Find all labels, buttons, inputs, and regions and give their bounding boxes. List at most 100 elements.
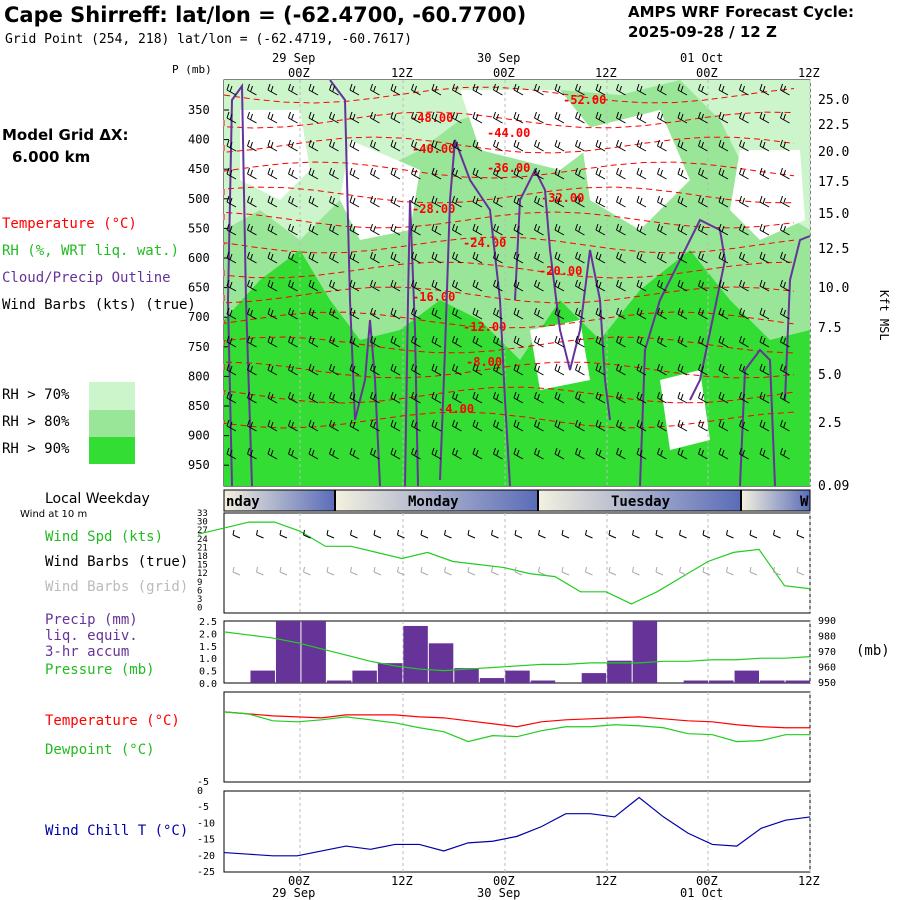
wind-barb	[616, 279, 626, 292]
wind-barb	[431, 363, 442, 376]
pressure-tick-label: 960	[818, 663, 836, 674]
wind-barb	[493, 111, 503, 124]
wind-barb	[493, 447, 503, 460]
wind-barb	[452, 307, 462, 320]
wind-barb	[226, 83, 237, 96]
wind-barb	[698, 167, 708, 180]
wind-barb-true	[773, 529, 781, 539]
wind-barb	[431, 279, 442, 292]
pressure-tick-label: 800	[188, 369, 210, 383]
wind-barb	[595, 251, 606, 264]
wind-barb	[370, 223, 380, 236]
wind-barb	[329, 111, 339, 124]
wind-barb	[780, 139, 790, 152]
wind-barb	[247, 363, 257, 376]
wind-barb	[657, 363, 667, 376]
time-tick-label: 12Z	[798, 66, 820, 80]
wind-barb	[554, 83, 565, 96]
wind-barb	[472, 363, 483, 376]
wind-barb	[431, 139, 442, 152]
wind-barb	[636, 195, 647, 208]
kft-tick-label: 0.09	[818, 479, 849, 494]
precip-bar	[454, 668, 479, 683]
wind-barb	[698, 139, 708, 152]
wind-speed-tick-label: 0	[197, 604, 202, 614]
wind-barb	[247, 251, 257, 264]
wind-barb	[267, 111, 278, 124]
wind-barb	[616, 195, 626, 208]
wind-barb-true	[279, 529, 288, 539]
wind-barb	[349, 167, 360, 180]
wind-barb	[780, 447, 790, 460]
wind-barb	[288, 279, 298, 292]
wind-barb	[288, 447, 298, 460]
date-label-bottom: 30 Sep	[477, 886, 520, 900]
wind-barb	[370, 111, 380, 124]
wind-barb	[329, 139, 339, 152]
wind-barb	[411, 195, 421, 208]
weekday-band	[335, 490, 538, 511]
wind-barb	[698, 111, 708, 124]
wind-barb	[698, 279, 708, 292]
temperature-contour	[223, 161, 795, 179]
wind-barb	[288, 111, 298, 124]
wind-barb	[452, 251, 462, 264]
weekday-label-item: Monday	[408, 494, 459, 510]
wind-barb	[513, 251, 524, 264]
wind-barb	[247, 419, 257, 432]
wind-barb	[739, 279, 749, 292]
wind-barb	[780, 83, 790, 96]
wind-barb	[616, 167, 626, 180]
wind-barb	[595, 167, 606, 180]
wind-barb	[739, 363, 749, 376]
wind-barb	[739, 111, 749, 124]
precip-bar	[275, 621, 301, 683]
wind-barb	[370, 139, 380, 152]
wind-barb	[247, 279, 257, 292]
temperature-contour-label: -28.00	[412, 202, 455, 216]
wind-barb	[595, 335, 606, 348]
wind-barb	[493, 307, 503, 320]
wind-barb	[677, 279, 688, 292]
wind-barb	[636, 335, 647, 348]
time-tick-label-bottom: 12Z	[798, 874, 820, 888]
wind-barb	[657, 391, 667, 404]
wind-barb	[657, 251, 667, 264]
wind-barb	[370, 279, 380, 292]
legend-rh80-swatch	[89, 410, 135, 437]
wind-barb	[739, 419, 749, 432]
wind-barb	[267, 447, 278, 460]
temperature-contour-label: -20.00	[539, 264, 582, 278]
wind-barb	[698, 335, 708, 348]
dewpoint-line	[223, 711, 810, 743]
wind-barb	[759, 251, 770, 264]
wind-barb-grid	[350, 566, 358, 576]
precip-bar	[326, 680, 352, 683]
wind-barb	[411, 307, 421, 320]
wind-barb	[759, 139, 770, 152]
wind-barb	[534, 139, 544, 152]
wind-barb-grid	[608, 566, 617, 576]
precip-bar	[301, 621, 326, 683]
wind-barb	[390, 223, 401, 236]
wind-barb	[390, 279, 401, 292]
wind-barb	[677, 335, 688, 348]
weekday-label: Local Weekday	[45, 491, 150, 507]
wind-barb	[370, 447, 380, 460]
wind-barb	[616, 223, 626, 236]
wind-barb	[226, 195, 237, 208]
wind-barb	[308, 419, 319, 432]
wind-speed-tick-label: 3	[197, 595, 202, 605]
wind-barb	[308, 223, 319, 236]
wind-barb	[534, 251, 544, 264]
wind-barb	[677, 223, 688, 236]
wind-barb	[370, 363, 380, 376]
wind-barb	[677, 167, 688, 180]
wind-chill-tick-label: -15	[197, 835, 215, 846]
wind-barb	[759, 279, 770, 292]
pressure-tick-label: 650	[188, 281, 210, 295]
wind-barb	[636, 419, 647, 432]
wind-barb	[677, 447, 688, 460]
wind-barb	[308, 83, 319, 96]
wind-barb	[698, 307, 708, 320]
